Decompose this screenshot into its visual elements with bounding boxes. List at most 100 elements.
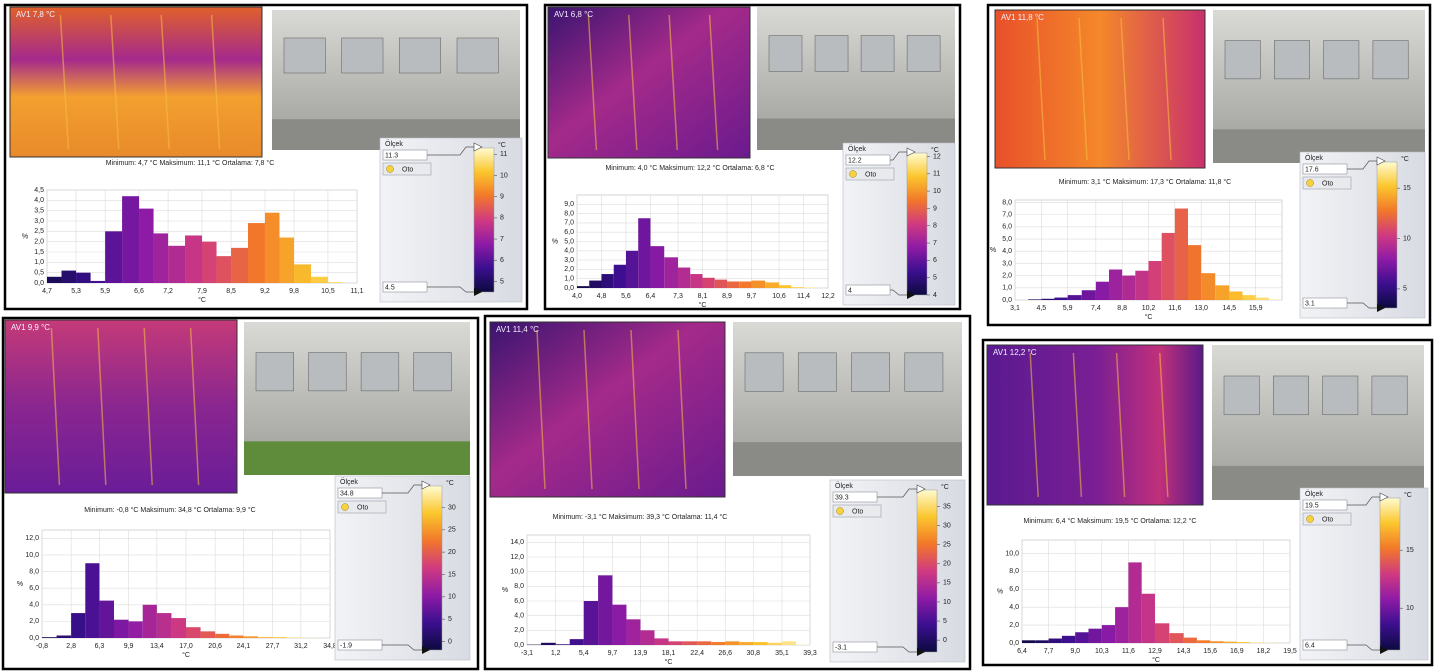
y-axis-label: % bbox=[17, 581, 23, 588]
histogram-bar bbox=[668, 641, 683, 645]
histogram-bar bbox=[1054, 297, 1068, 300]
histogram-bar bbox=[583, 601, 599, 645]
thermal-feature bbox=[110, 14, 120, 150]
y-tick-label: 4,0 bbox=[1009, 604, 1019, 611]
y-tick-label: 5,0 bbox=[1002, 236, 1012, 243]
thermal-feature bbox=[628, 14, 638, 151]
histogram-bar bbox=[142, 604, 157, 638]
stats-text: Minimum: 3,1 °C Maksimum: 17,3 °C Ortala… bbox=[1059, 178, 1231, 186]
y-axis-label: % bbox=[997, 588, 1003, 595]
x-tick-label: -0,8 bbox=[36, 643, 48, 650]
colorbar bbox=[1376, 161, 1398, 309]
x-tick-label: 7,2 bbox=[163, 288, 173, 295]
histogram-bar bbox=[664, 257, 679, 288]
scale-panel bbox=[842, 142, 956, 306]
auto-button[interactable] bbox=[337, 500, 387, 514]
colorbar-unit: °C bbox=[498, 141, 506, 149]
histogram-bar bbox=[781, 641, 796, 645]
photo-window bbox=[797, 352, 837, 392]
min-arrow-head bbox=[917, 648, 925, 656]
photo-window bbox=[1224, 40, 1261, 80]
thermal-feature bbox=[59, 14, 70, 150]
colorbar-tick-label: 9 bbox=[933, 205, 937, 212]
histogram-bar bbox=[577, 286, 590, 288]
colorbar-tick-label: 8 bbox=[500, 215, 504, 222]
photo-window bbox=[1372, 40, 1409, 80]
histogram-bar bbox=[714, 279, 727, 288]
x-tick-label: 4,0 bbox=[572, 293, 582, 300]
x-tick-label: 13,9 bbox=[634, 650, 648, 657]
auto-icon bbox=[1306, 515, 1314, 523]
histogram-bar bbox=[791, 287, 804, 288]
photo-window bbox=[1273, 375, 1309, 416]
histogram-bar bbox=[216, 256, 232, 283]
y-tick-label: 2,5 bbox=[34, 228, 44, 235]
histogram-bar bbox=[200, 631, 216, 638]
stats-text: Minimum: -3,1 °C Maksimum: 39,3 °C Ortal… bbox=[553, 513, 728, 521]
panel: AV1 7,8 °C Minimum: 4,7 °C Maksimum: 11,1… bbox=[3, 3, 529, 311]
y-tick-label: 2,0 bbox=[514, 627, 524, 634]
panel: AV1 12,2 °C Minimum: 6,4 °C Maksimum: 19,… bbox=[981, 338, 1434, 667]
histogram-bar bbox=[279, 237, 295, 283]
histogram-bar bbox=[613, 264, 626, 288]
x-tick-label: 27,7 bbox=[266, 643, 280, 650]
histogram-bar bbox=[1095, 281, 1110, 300]
colorbar-tick-label: 9 bbox=[500, 194, 504, 201]
y-tick-label: 10,0 bbox=[1005, 550, 1019, 557]
x-tick-label: 17,0 bbox=[179, 643, 193, 650]
x-tick-label: 5,9 bbox=[1063, 305, 1073, 312]
histogram-bar bbox=[1236, 642, 1251, 643]
colorbar-tick-label: 4 bbox=[933, 292, 937, 299]
max-arrow bbox=[427, 146, 474, 156]
colorbar-tick-label: 12 bbox=[933, 153, 941, 160]
colorbar-tick-label: 35 bbox=[943, 503, 951, 510]
x-tick-label: 20,6 bbox=[208, 643, 222, 650]
x-tick-label: 4,8 bbox=[597, 293, 607, 300]
max-arrow bbox=[382, 484, 422, 494]
y-axis-label: % bbox=[552, 238, 558, 245]
photo-window bbox=[1274, 40, 1310, 80]
thermal-label: AV1 12,2 °C bbox=[993, 348, 1037, 357]
x-tick-label: 10,5 bbox=[321, 288, 335, 295]
panel: AV1 9,9 °C Minimum: -0,8 °C Maksimum: 34,… bbox=[1, 316, 480, 671]
auto-button[interactable] bbox=[1302, 176, 1352, 190]
histogram-bar bbox=[114, 619, 129, 638]
histogram-bar bbox=[1109, 269, 1123, 300]
histogram-bar bbox=[1161, 232, 1175, 300]
photo-window bbox=[904, 352, 944, 392]
colorbar-tick-label: 5 bbox=[500, 278, 504, 285]
photo-window bbox=[906, 35, 941, 72]
auto-button[interactable] bbox=[845, 167, 895, 181]
auto-button[interactable] bbox=[832, 504, 882, 518]
histogram-bar bbox=[1183, 637, 1197, 643]
y-tick-label: 7,0 bbox=[564, 220, 574, 227]
y-tick-label: 8,0 bbox=[564, 210, 574, 217]
histogram-bar bbox=[751, 280, 766, 288]
thermal-edge bbox=[994, 9, 1206, 169]
x-tick-label: 31,2 bbox=[294, 643, 308, 650]
scale-min-input[interactable] bbox=[845, 284, 891, 296]
x-tick-label: 15,6 bbox=[1203, 648, 1217, 655]
x-tick-label: 11,4 bbox=[797, 293, 810, 300]
colorbar bbox=[906, 152, 928, 296]
x-tick-label: 8,1 bbox=[698, 293, 708, 300]
y-tick-label: 8,0 bbox=[1002, 199, 1012, 206]
histogram-bar bbox=[697, 641, 712, 645]
histogram-bar bbox=[626, 619, 641, 645]
photo-window bbox=[1371, 375, 1408, 416]
photo-window bbox=[1323, 40, 1360, 80]
scale-max-value: 19.5 bbox=[1305, 502, 1319, 509]
x-tick-label: 10,6 bbox=[772, 293, 786, 300]
max-arrow-head bbox=[916, 484, 926, 494]
scale-max-value: 17.6 bbox=[1305, 166, 1319, 173]
thermal-feature bbox=[708, 14, 719, 151]
y-tick-label: 12,0 bbox=[510, 554, 524, 561]
histogram-bar bbox=[541, 642, 556, 645]
y-tick-label: 8,0 bbox=[1009, 568, 1019, 575]
auto-button[interactable] bbox=[382, 162, 432, 176]
thermal-label: AV1 11,8 °C bbox=[1001, 13, 1044, 22]
x-axis-label: °C bbox=[182, 651, 190, 659]
stats-text: Minimum: 6,4 °C Maksimum: 19,5 °C Ortala… bbox=[1024, 517, 1197, 525]
y-tick-label: 1,0 bbox=[34, 259, 44, 266]
auto-button[interactable] bbox=[1302, 512, 1352, 526]
